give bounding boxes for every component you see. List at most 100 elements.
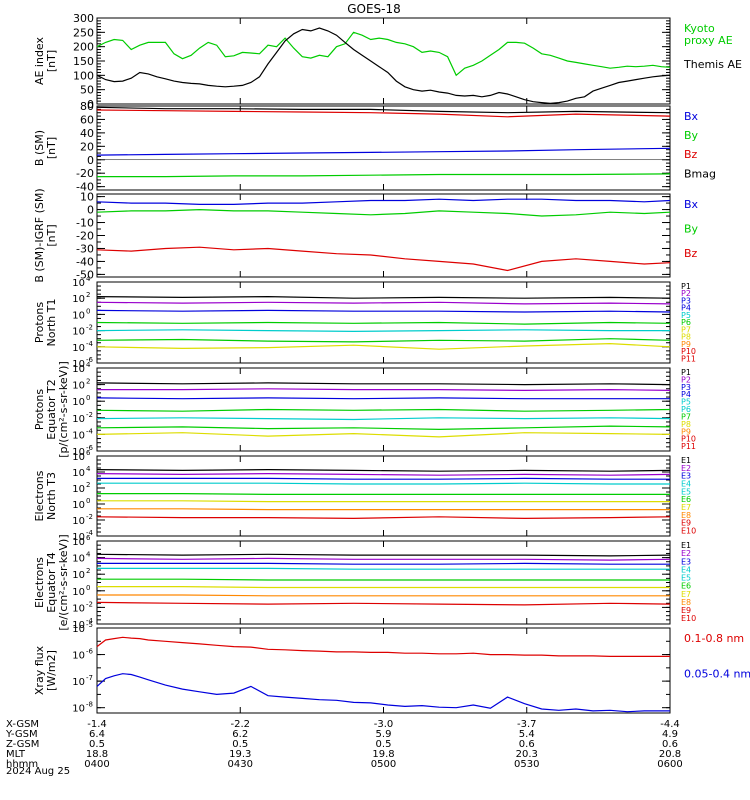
- axis-tick-value: -3.0: [374, 719, 394, 730]
- y-tick-exponent: -6: [86, 356, 94, 364]
- legend-entry: E10: [681, 614, 696, 623]
- y-axis-label: [e/(cm²-s-sr-keV)]: [57, 534, 70, 630]
- legend-entry: E9: [681, 519, 691, 528]
- legend-entry: 0.1-0.8 nm: [684, 632, 744, 645]
- series-line-p_t1-2: [96, 309, 671, 313]
- y-axis-label: B (SM): [33, 130, 46, 166]
- legend-entry: P3: [681, 296, 691, 305]
- axis-row-label: X-GSM: [6, 719, 39, 730]
- y-tick-label: 10: [72, 624, 85, 635]
- y-axis-label: [nT]: [45, 137, 58, 159]
- y-tick-exponent: 4: [86, 465, 91, 473]
- y-tick-exponent: -4: [86, 529, 94, 537]
- legend-entry: E9: [681, 606, 691, 615]
- y-tick-label: 50: [80, 84, 94, 97]
- axis-tick-value: 0400: [84, 759, 109, 770]
- y-axis-label: [nT]: [45, 224, 58, 246]
- axis-tick-value: -1.4: [87, 719, 107, 730]
- y-tick-label: 10: [72, 677, 85, 688]
- y-tick-exponent: -5: [86, 621, 93, 629]
- legend-entry: E2: [681, 549, 691, 558]
- y-tick-exponent: 2: [86, 378, 90, 386]
- series-line-p_t2-3: [96, 408, 671, 412]
- series-line-p_t1-3: [96, 321, 671, 325]
- legend-entry: Bx: [684, 110, 699, 123]
- legend-entry: P2: [681, 375, 691, 384]
- legend-entry: P5: [681, 398, 691, 407]
- y-tick-exponent: -7: [86, 674, 93, 682]
- plot-title: GOES-18: [347, 2, 401, 16]
- series-line-p_t1-1: [96, 301, 671, 305]
- series-line-p_t2-1: [97, 388, 671, 392]
- axis-tick-value: 0.5: [89, 739, 105, 750]
- series-line-bigrf-2: [96, 246, 671, 272]
- series-line-p_t1-5: [96, 338, 671, 343]
- y-tick-label: -40: [76, 255, 94, 268]
- y-tick-label: 10: [80, 191, 94, 204]
- legend-entry: E3: [681, 472, 691, 481]
- series-line-p_t2-5: [96, 425, 671, 431]
- y-tick-exponent: -2: [86, 411, 93, 419]
- legend-entry: E1: [681, 541, 691, 550]
- y-tick-exponent: -6: [86, 648, 94, 656]
- legend-entry: P4: [681, 304, 691, 313]
- y-axis-label: Electrons: [33, 470, 46, 521]
- series-line-p_t2-0: [96, 382, 671, 386]
- y-tick-label: -20: [76, 167, 94, 180]
- series-line-bsm-3: [97, 173, 671, 178]
- legend-entry: E6: [681, 582, 691, 591]
- legend-entry: P9: [681, 427, 691, 436]
- y-tick-label: 10: [72, 414, 85, 425]
- legend-entry: E4: [681, 565, 691, 574]
- axis-tick-value: 0430: [228, 759, 253, 770]
- series-line-p_t2-6: [96, 432, 671, 438]
- legend-entry: E7: [681, 590, 691, 599]
- legend-entry: By: [684, 222, 699, 235]
- legend-entry: P11: [681, 442, 696, 451]
- series-line-e_t4-3: [97, 567, 670, 570]
- legend-entry: E3: [681, 557, 691, 566]
- legend-entry: By: [684, 129, 699, 142]
- y-tick-exponent: 6: [86, 449, 91, 457]
- legend-entry: P10: [681, 347, 696, 356]
- series-line-e_t4-4: [97, 578, 670, 581]
- y-tick-label: 0: [87, 98, 94, 111]
- legend-entry: Themis AE: [683, 58, 742, 71]
- legend-entry: P2: [681, 289, 691, 298]
- series-line-p_t1-0: [96, 295, 671, 299]
- series-line-e_t4-5: [97, 585, 670, 589]
- legend-entry: 0.05-0.4 nm: [684, 667, 750, 680]
- y-tick-label: -30: [76, 242, 94, 255]
- y-tick-label: 10: [72, 359, 85, 370]
- series-line-p_t1-4: [96, 329, 670, 333]
- y-axis-label: Equator T4: [45, 552, 58, 612]
- y-tick-label: 250: [73, 26, 94, 39]
- legend-entry: proxy AE: [684, 34, 733, 47]
- legend-entry: Bmag: [684, 167, 716, 180]
- series-line-p_t1-6: [96, 342, 671, 350]
- axis-row-label: hhmm: [6, 759, 38, 770]
- axis-tick-value: 0.6: [519, 739, 535, 750]
- series-line-e_t3-5: [97, 500, 670, 503]
- y-tick-exponent: 4: [86, 275, 91, 283]
- legend-entry: P6: [681, 318, 691, 327]
- axis-tick-value: 0.6: [662, 739, 678, 750]
- legend-bigrf: Bx By Bz: [684, 198, 699, 260]
- y-tick-label: 10: [72, 468, 85, 479]
- y-axis-label: [p/(cm²-s-sr-keV)]: [57, 361, 70, 458]
- panel-frame: [96, 540, 671, 625]
- axis-tick-value: 4.9: [662, 729, 678, 740]
- legend-xray: 0.1-0.8 nm 0.05-0.4 nm: [684, 632, 750, 680]
- y-axis-label: Equator T2: [45, 379, 58, 439]
- time-axis-table: X-GSMY-GSMZ-GSMMLThhmm-1.46.40.518.80400…: [5, 719, 683, 770]
- y-tick-exponent: 0: [86, 307, 90, 315]
- y-tick-label: 10: [72, 704, 85, 715]
- y-tick-label: 80: [80, 100, 94, 113]
- y-tick-label: 10: [72, 532, 85, 543]
